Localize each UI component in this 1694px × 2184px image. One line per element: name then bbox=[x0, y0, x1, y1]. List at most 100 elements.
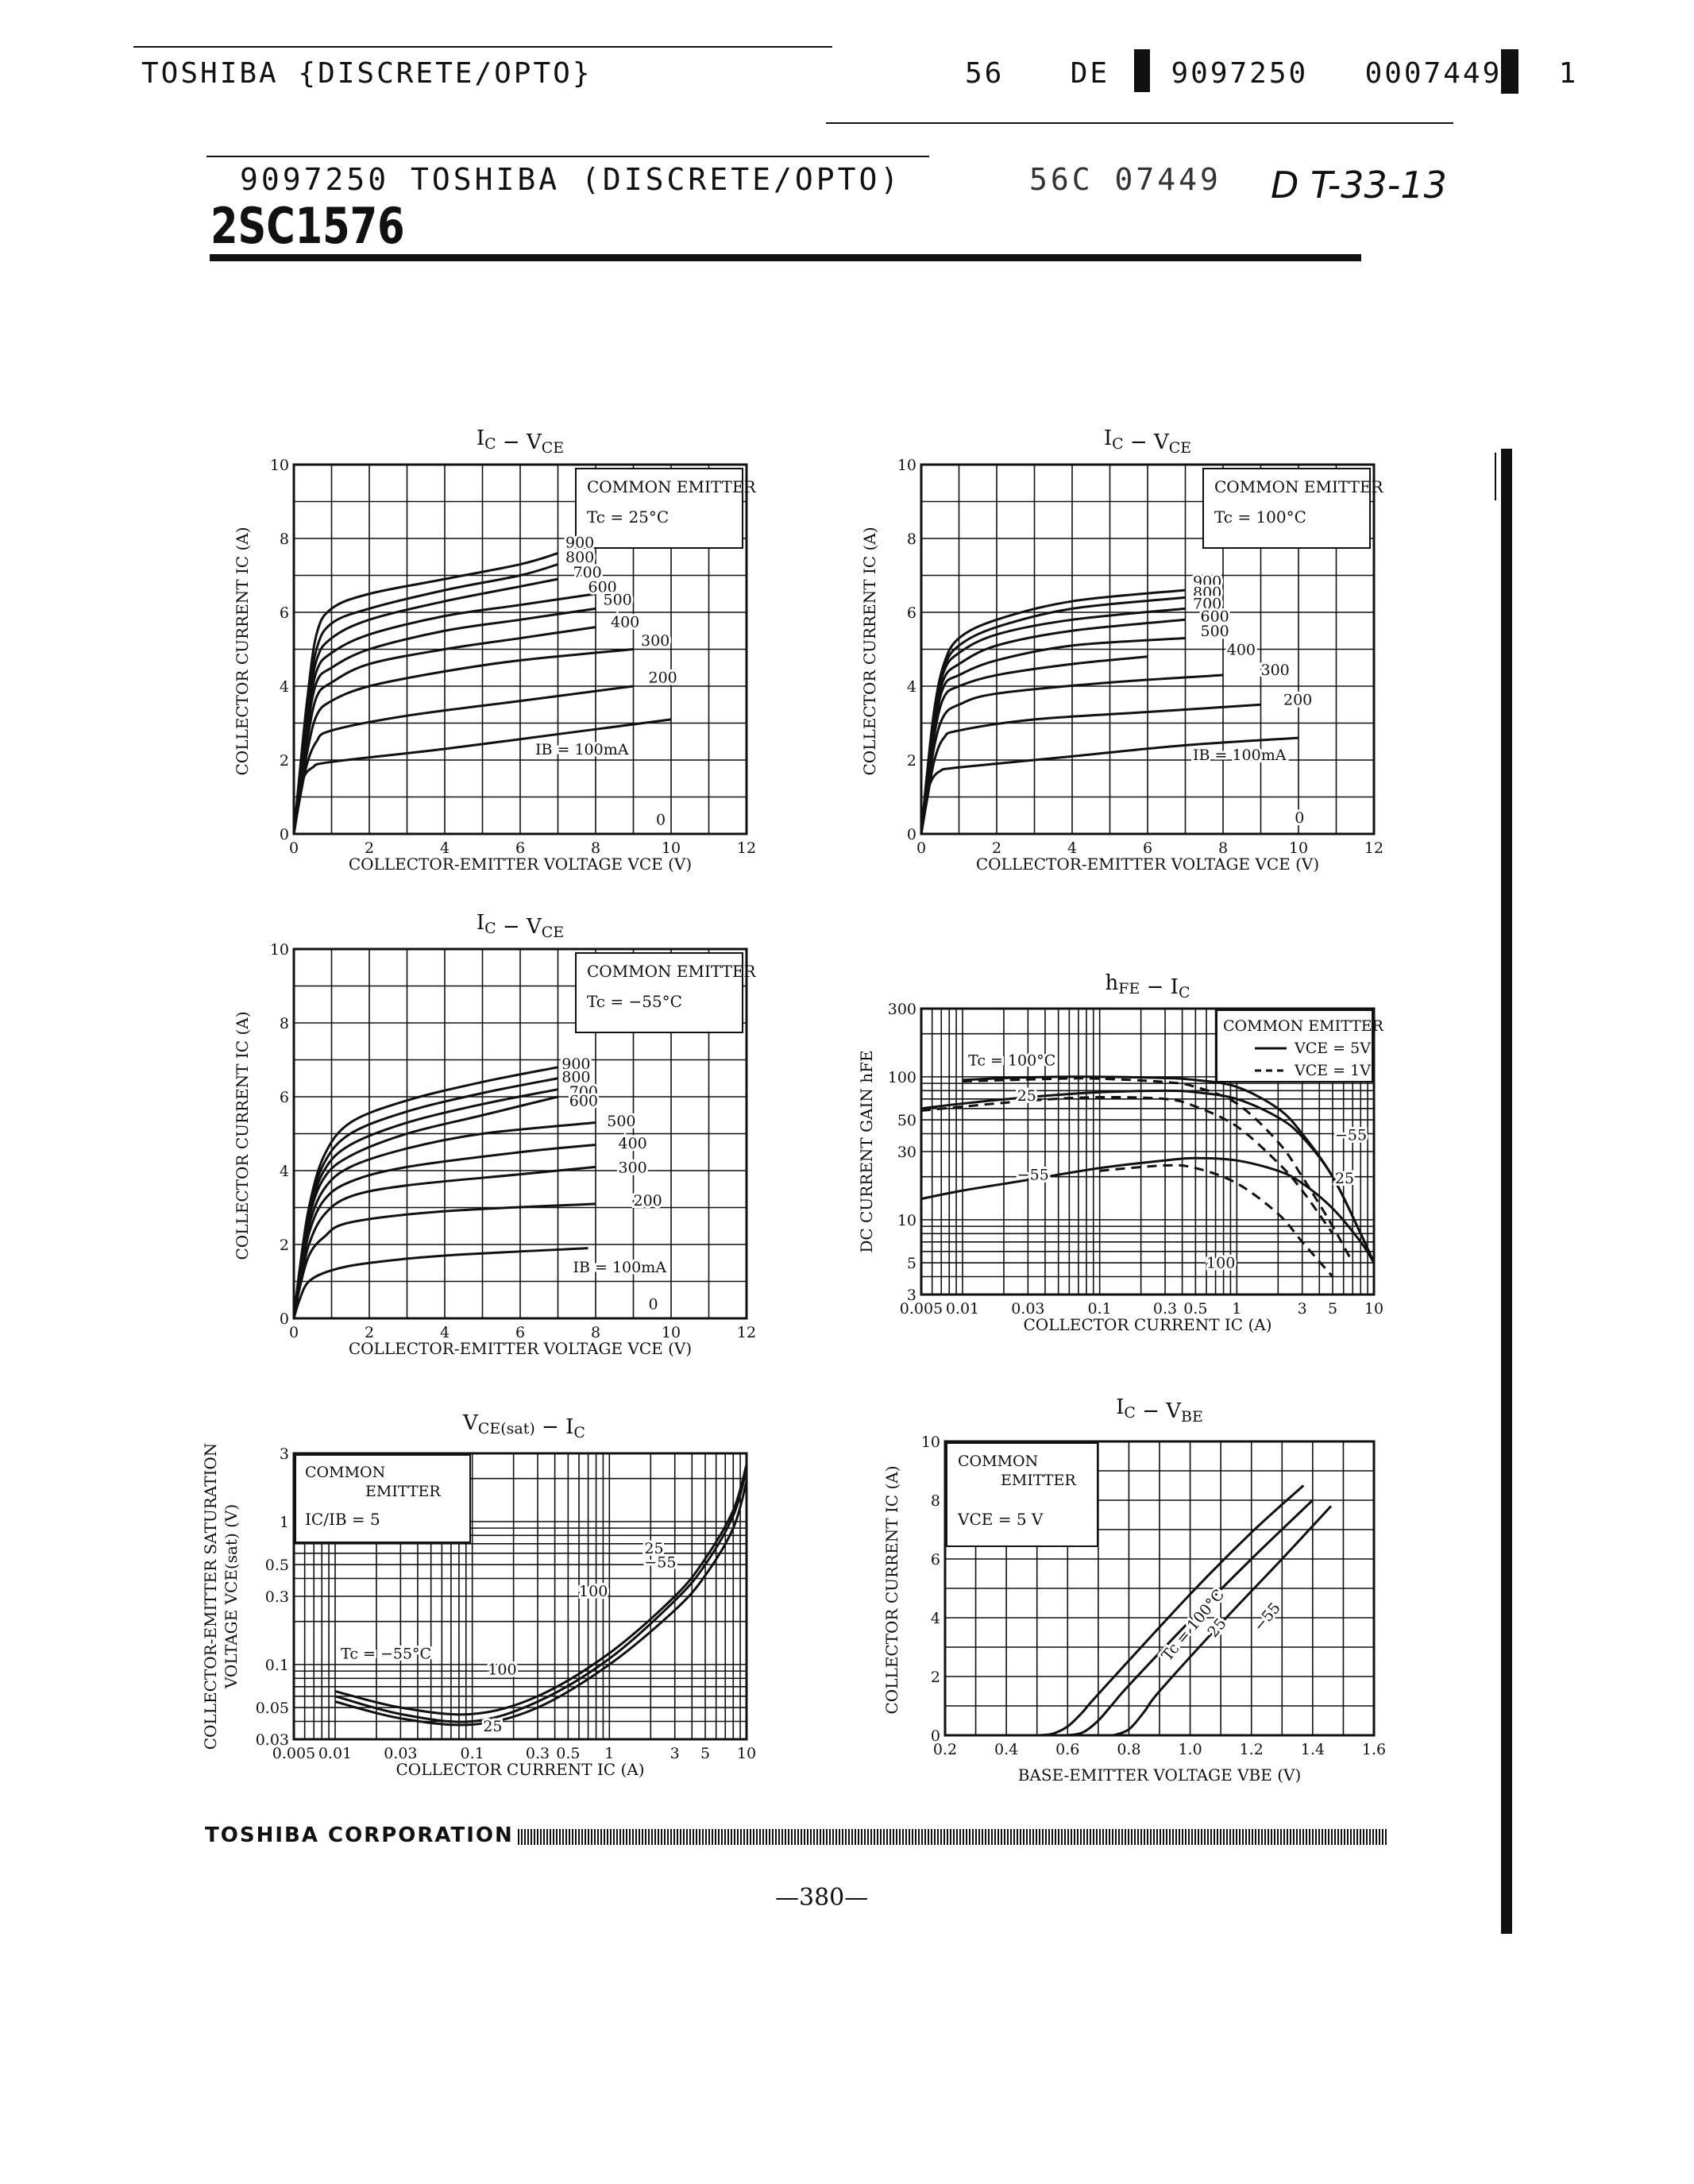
header-line2-left: 9097250 TOSHIBA (DISCRETE/OPTO) bbox=[240, 162, 902, 197]
vcesat-ic-legend-text: EMITTER bbox=[365, 1483, 441, 1500]
header-block-mark bbox=[1133, 49, 1150, 92]
ic-vce-100-xtick-label: 8 bbox=[1218, 839, 1228, 857]
ic-vce-25-ytick-label: 8 bbox=[280, 531, 289, 548]
footer-barcode-strip bbox=[518, 1829, 1388, 1845]
ic-vce-100-curve-label: 800 bbox=[1193, 584, 1221, 601]
ic-vce-100-xtick-label: 12 bbox=[1364, 839, 1383, 857]
ic-vce-m55-xtick-label: 8 bbox=[591, 1324, 600, 1341]
header-second-rule bbox=[206, 156, 929, 157]
ic-vce-100-curve-label: 300 bbox=[1261, 662, 1290, 679]
ic-vce-100-curve-label: 500 bbox=[1201, 623, 1229, 640]
ic-vce-100-xtick-label: 2 bbox=[992, 839, 1001, 857]
ic-vbe-legend-text: VCE = 5 V bbox=[957, 1510, 1044, 1529]
ic-vce-m55-curve-label: 400 bbox=[619, 1135, 647, 1152]
footer-corporation: TOSHIBA CORPORATION bbox=[205, 1823, 514, 1847]
ic-vce-m55-ytick-label: 4 bbox=[280, 1163, 289, 1180]
header-mid-rule bbox=[826, 122, 1453, 124]
ic-vce-25-title: IC − VCE bbox=[477, 426, 564, 457]
hfe-ic-frame bbox=[920, 1007, 1376, 1296]
hfe-ic-xlabel: COLLECTOR CURRENT IC (A) bbox=[1024, 1315, 1272, 1334]
hfe-ic-series-4 bbox=[920, 1156, 1376, 1264]
ic-vce-m55-curve-label: 900 bbox=[561, 1055, 590, 1073]
header-right-56: 56 bbox=[965, 57, 1005, 90]
ic-vce-100-curve-label: 200 bbox=[1283, 691, 1312, 708]
hfe-ic-curve-label: −55 bbox=[1017, 1167, 1049, 1184]
ic-vce-100-curve-label: 0 bbox=[1295, 809, 1304, 827]
vcesat-ic-xtick-label: 0.03 bbox=[384, 1745, 417, 1762]
ic-vbe-series-0 bbox=[1036, 1484, 1305, 1737]
ic-vce-m55-series-8 bbox=[292, 1247, 588, 1319]
part-number: 2SC1576 bbox=[210, 197, 405, 255]
ic-vce-m55-series-2 bbox=[292, 1088, 558, 1319]
ic-vce-25-legend-box bbox=[575, 468, 743, 549]
chart-ic-vce-25: 0 2 4 6 8 10 12 0 2 4 6 8 10 IC − VCE COLLECTOR CURREN… bbox=[233, 426, 757, 874]
ic-vce-100-frame bbox=[920, 463, 1376, 835]
ic-vce-m55-series-1 bbox=[292, 1077, 558, 1319]
ic-vbe-xtick-label: 0.6 bbox=[1055, 1741, 1079, 1758]
ic-vce-100-curve-label: IB = 100mA bbox=[1193, 747, 1287, 764]
vcesat-ic-series-2 bbox=[334, 1481, 748, 1727]
header-right-suffix: 1 bbox=[1558, 57, 1579, 90]
hfe-ic-xtick-label: 0.5 bbox=[1183, 1300, 1207, 1318]
ic-vce-25-ytick-label: 2 bbox=[280, 752, 289, 770]
ic-vbe-xtick-label: 1.0 bbox=[1178, 1741, 1202, 1758]
ic-vce-25-curve-label: 800 bbox=[565, 549, 594, 566]
chart-hfe-ic: 0.005 0.01 0.03 0.1 0.3 0.5 1 3 5 10 3 5 10 30 50 100 30… bbox=[857, 971, 1384, 1334]
ic-vce-25-xtick-label: 0 bbox=[289, 839, 299, 857]
hfe-ic-ytick-label: 100 bbox=[888, 1069, 916, 1086]
header-thick-rule bbox=[210, 254, 1361, 261]
hfe-ic-curve-label: Tc = 100°C bbox=[968, 1052, 1055, 1070]
vcesat-ic-frame bbox=[292, 1452, 748, 1741]
vcesat-ic-title: VCE(sat) − IC bbox=[462, 1411, 585, 1441]
vcesat-ic-ylabel: VOLTAGE VCE(sat) (V) bbox=[222, 1504, 241, 1689]
ic-vbe-series-1 bbox=[1067, 1499, 1314, 1737]
vcesat-ic-xtick-label: 1 bbox=[604, 1745, 614, 1762]
ic-vce-25-curve-label: 700 bbox=[573, 564, 602, 581]
vcesat-ic-series-0 bbox=[334, 1464, 748, 1716]
ic-vbe-ytick-label: 6 bbox=[931, 1551, 940, 1569]
ic-vce-25-curve-label: 600 bbox=[588, 578, 617, 596]
vcesat-ic-ytick-label: 0.05 bbox=[256, 1700, 289, 1717]
ic-vce-m55-series-7 bbox=[292, 1202, 596, 1319]
vcesat-ic-legend-text: IC/IB = 5 bbox=[305, 1510, 380, 1529]
header-right-mark bbox=[1501, 49, 1518, 94]
vcesat-ic-xlabel: COLLECTOR CURRENT IC (A) bbox=[396, 1760, 645, 1779]
hfe-ic-ytick-label: 3 bbox=[907, 1287, 916, 1304]
chart-ic-vce-100: 0 2 4 6 8 10 12 0 2 4 6 8 10 IC − VCE COLLECTOR CURREN… bbox=[860, 426, 1384, 874]
vcesat-ic-xtick-label: 0.3 bbox=[526, 1745, 550, 1762]
ic-vce-100-ytick-label: 2 bbox=[907, 752, 916, 770]
ic-vce-25-curve-label: 300 bbox=[641, 632, 669, 650]
vcesat-ic-ytick-label: 3 bbox=[280, 1445, 289, 1463]
chart-ic-vbe: 0.2 0.4 0.6 0.8 1.0 1.2 1.4 1.6 0 2 4 6 8 10 IC − VBE C… bbox=[882, 1395, 1386, 1785]
ic-vce-m55-xtick-label: 10 bbox=[662, 1324, 681, 1341]
ic-vce-100-xlabel: COLLECTOR-EMITTER VOLTAGE VCE (V) bbox=[976, 855, 1319, 874]
ic-vbe-ytick-label: 0 bbox=[931, 1727, 940, 1745]
ic-vce-100-title: IC − VCE bbox=[1104, 426, 1191, 457]
ic-vce-m55-legend-box bbox=[575, 952, 743, 1033]
vcesat-ic-curve-label: 25 bbox=[483, 1718, 502, 1735]
ic-vbe-ytick-label: 8 bbox=[931, 1492, 940, 1510]
hfe-ic-legend-text: VCE = 5V bbox=[1294, 1040, 1371, 1057]
ic-vce-m55-ytick-label: 6 bbox=[280, 1089, 289, 1106]
ic-vce-100-legend-text: COMMON EMITTER bbox=[1214, 477, 1384, 496]
hfe-ic-curve-label: 25 bbox=[1017, 1087, 1036, 1105]
ic-vbe-xtick-label: 1.6 bbox=[1362, 1741, 1386, 1758]
ic-vbe-xtick-label: 0.2 bbox=[933, 1741, 957, 1758]
vcesat-ic-xtick-label: 0.1 bbox=[461, 1745, 484, 1762]
ic-vce-m55-curve-label: 700 bbox=[569, 1083, 598, 1101]
ic-vce-25-xtick-label: 2 bbox=[365, 839, 374, 857]
ic-vce-25-legend-text: COMMON EMITTER bbox=[587, 477, 757, 496]
hfe-ic-legend-text: COMMON EMITTER bbox=[1223, 1017, 1384, 1035]
ic-vbe-xtick-label: 0.8 bbox=[1117, 1741, 1140, 1758]
vcesat-ic-xtick-label: 0.01 bbox=[318, 1745, 352, 1762]
vcesat-ic-legend-box bbox=[295, 1454, 471, 1543]
ic-vce-100-curve-label: 600 bbox=[1201, 608, 1229, 626]
header-right-de: DE bbox=[1070, 57, 1110, 90]
ic-vce-100-xtick-label: 10 bbox=[1289, 839, 1308, 857]
header-right-num2: 0007449 bbox=[1364, 57, 1503, 90]
ic-vbe-ylabel: COLLECTOR CURRENT IC (A) bbox=[882, 1466, 901, 1715]
ic-vce-25-xtick-label: 8 bbox=[591, 839, 600, 857]
vcesat-ic-xtick-label: 10 bbox=[737, 1745, 756, 1762]
hfe-ic-xtick-label: 0.005 bbox=[900, 1300, 943, 1318]
ic-vce-m55-xtick-label: 6 bbox=[515, 1324, 525, 1341]
